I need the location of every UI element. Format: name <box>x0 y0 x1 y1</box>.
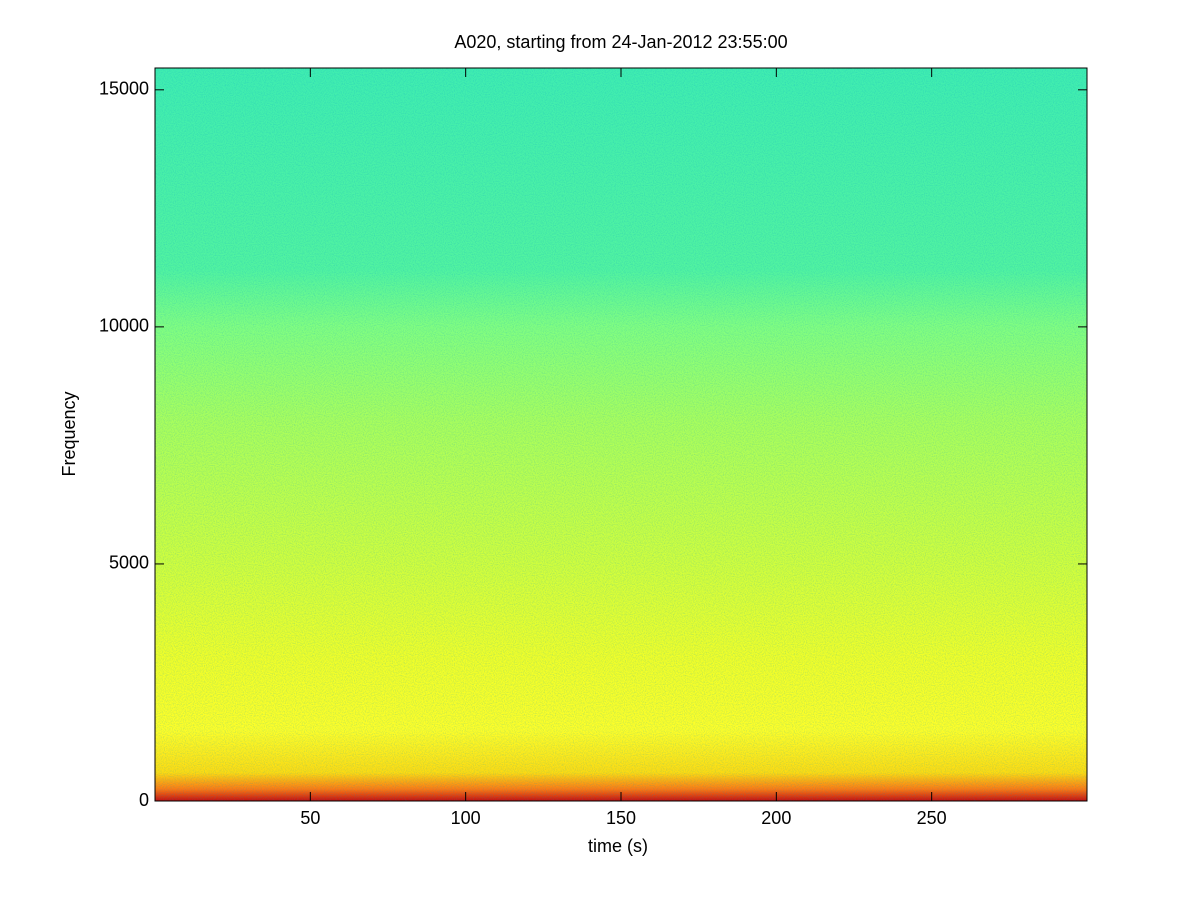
x-tick-label: 200 <box>761 808 791 828</box>
y-axis-label: Frequency <box>59 391 79 476</box>
y-tick-label: 10000 <box>99 316 149 336</box>
y-tick-label: 5000 <box>109 553 149 573</box>
y-tick-label: 15000 <box>99 79 149 99</box>
y-tick-label: 0 <box>139 790 149 810</box>
x-axis-label: time (s) <box>588 836 648 856</box>
chart-title: A020, starting from 24-Jan-2012 23:55:00 <box>454 32 787 52</box>
spectrogram-texture <box>155 68 1087 801</box>
x-tick-label: 250 <box>917 808 947 828</box>
x-tick-label: 50 <box>300 808 320 828</box>
x-tick-label: 100 <box>451 808 481 828</box>
x-tick-label: 150 <box>606 808 636 828</box>
